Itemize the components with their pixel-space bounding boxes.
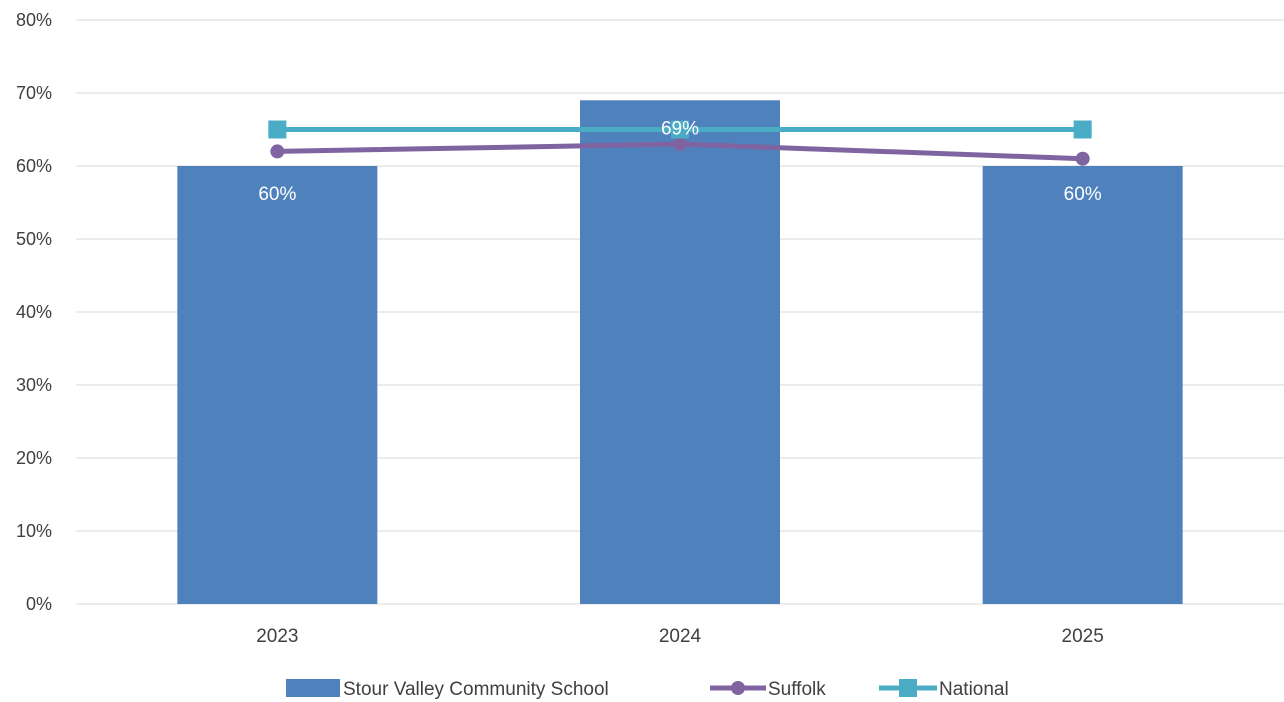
point-national-2025: [1073, 120, 1092, 139]
legend-marker-circle: [731, 681, 745, 695]
legend-marker-square: [899, 679, 917, 697]
legend-item-suffolk: Suffolk: [710, 679, 826, 700]
point-suffolk-2025: [1075, 151, 1090, 166]
y-tick-label: 60%: [16, 156, 52, 176]
x-tick-label: 2025: [1062, 626, 1104, 647]
legend-item-school: Stour Valley Community School: [286, 679, 609, 700]
y-tick-label: 80%: [16, 10, 52, 30]
bar-data-label: 69%: [661, 118, 699, 139]
x-tick-label: 2023: [256, 626, 298, 647]
point-suffolk-2024: [673, 137, 687, 152]
legend-label: Suffolk: [768, 679, 826, 700]
legend-label: Stour Valley Community School: [343, 679, 609, 700]
point-national-2024: [671, 120, 689, 139]
bar-series: [177, 100, 1183, 605]
line-series: [268, 120, 1092, 166]
bar-data-labels: 60% 69% 60%: [258, 118, 1101, 205]
y-tick-label: 70%: [16, 83, 52, 103]
x-axis-tick-labels: 2023 2024 2025: [256, 626, 1104, 647]
y-tick-label: 50%: [16, 229, 52, 249]
bar-data-label: 60%: [1064, 184, 1102, 205]
y-tick-label: 0%: [26, 594, 52, 614]
bar-2024: [580, 100, 780, 605]
bar-2025: [982, 166, 1183, 604]
bar-2023: [177, 166, 378, 604]
y-tick-label: 10%: [16, 521, 52, 541]
legend-swatch-bar: [286, 679, 340, 697]
bar-data-label: 60%: [258, 184, 296, 205]
point-national-2023: [268, 120, 287, 139]
legend-item-national: National: [879, 679, 1009, 700]
legend-label: National: [939, 679, 1009, 700]
y-axis-tick-labels: 0% 10% 20% 30% 40% 50% 60% 70% 80%: [16, 10, 52, 614]
y-tick-label: 40%: [16, 302, 52, 322]
x-tick-label: 2024: [659, 626, 702, 647]
y-tick-label: 20%: [16, 448, 52, 468]
y-tick-label: 30%: [16, 375, 52, 395]
point-suffolk-2023: [270, 144, 285, 159]
legend: Stour Valley Community School Suffolk Nati…: [286, 679, 1009, 700]
